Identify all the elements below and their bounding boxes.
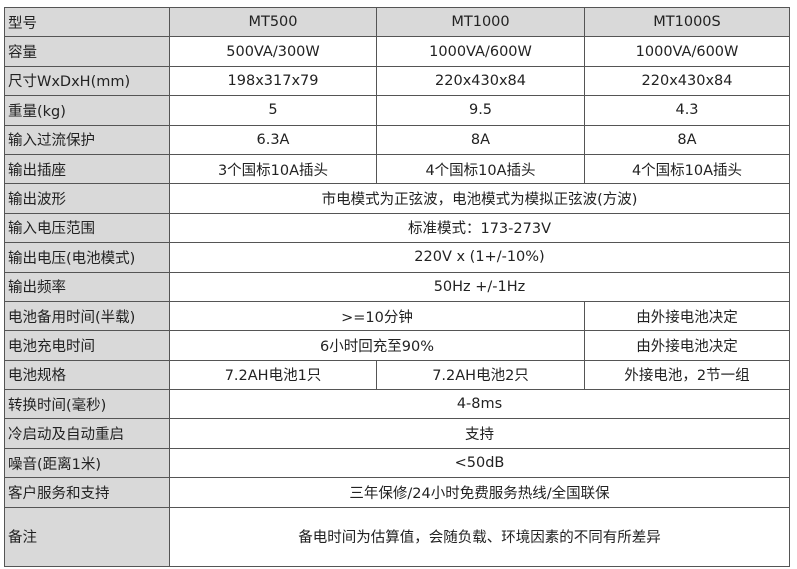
cell: >=10分钟	[169, 300, 585, 332]
row-label: 输入过流保护	[4, 124, 170, 155]
cell: 50Hz +/-1Hz	[169, 271, 790, 302]
model-mt1000: MT1000	[376, 6, 585, 38]
cell: 7.2AH电池2只	[376, 359, 585, 391]
row-label: 容量	[4, 36, 170, 67]
cell: 220V x (1+/-10%)	[169, 242, 790, 273]
cell: 4个国标10A插头	[584, 153, 790, 185]
table-row: 尺寸WxDxH(mm) 198x317x79 220x430x84 220x43…	[4, 65, 790, 97]
row-label: 输入电压范围	[4, 212, 170, 244]
row-label: 电池备用时间(半载)	[4, 300, 170, 332]
table-row: 电池规格 7.2AH电池1只 7.2AH电池2只 外接电池，2节一组	[4, 359, 790, 391]
header-row: 型号 MT500 MT1000 MT1000S	[4, 6, 790, 38]
table-row: 输入电压范围 标准模式：173-273V	[4, 212, 790, 244]
cell: 1000VA/600W	[376, 36, 585, 67]
cell: 6小时回充至90%	[169, 330, 585, 361]
cell: 8A	[376, 124, 585, 155]
row-label: 噪音(距离1米)	[4, 447, 170, 479]
row-label: 输出插座	[4, 153, 170, 185]
cell: 500VA/300W	[169, 36, 377, 67]
model-mt1000s: MT1000S	[584, 6, 790, 38]
cell: 标准模式：173-273V	[169, 212, 790, 244]
cell: 由外接电池决定	[584, 330, 790, 361]
table-row: 容量 500VA/300W 1000VA/600W 1000VA/600W	[4, 36, 790, 67]
row-label: 电池充电时间	[4, 330, 170, 361]
table-row: 客户服务和支持 三年保修/24小时免费服务热线/全国联保	[4, 477, 790, 508]
cell: 6.3A	[169, 124, 377, 155]
cell: 220x430x84	[584, 65, 790, 97]
row-label: 冷启动及自动重启	[4, 418, 170, 449]
table-row: 重量(kg) 5 9.5 4.3	[4, 95, 790, 126]
table-row: 电池充电时间 6小时回充至90% 由外接电池决定	[4, 330, 790, 361]
row-label: 备注	[4, 506, 170, 567]
table-row: 电池备用时间(半载) >=10分钟 由外接电池决定	[4, 300, 790, 332]
cell: 198x317x79	[169, 65, 377, 97]
cell: <50dB	[169, 447, 790, 479]
cell: 4个国标10A插头	[376, 153, 585, 185]
cell: 220x430x84	[376, 65, 585, 97]
cell: 4.3	[584, 95, 790, 126]
header-label: 型号	[4, 6, 170, 38]
table-row: 转换时间(毫秒) 4-8ms	[4, 389, 790, 420]
row-label: 客户服务和支持	[4, 477, 170, 508]
table-row: 输出电压(电池模式) 220V x (1+/-10%)	[4, 242, 790, 273]
row-label: 输出波形	[4, 183, 170, 214]
row-label: 输出频率	[4, 271, 170, 302]
spec-table: 型号 MT500 MT1000 MT1000S 容量 500VA/300W 10…	[4, 6, 790, 567]
table-row: 输出频率 50Hz +/-1Hz	[4, 271, 790, 302]
table-row: 输出插座 3个国标10A插头 4个国标10A插头 4个国标10A插头	[4, 153, 790, 185]
cell: 外接电池，2节一组	[584, 359, 790, 391]
table-row: 冷启动及自动重启 支持	[4, 418, 790, 449]
cell: 由外接电池决定	[584, 300, 790, 332]
row-label: 重量(kg)	[4, 95, 170, 126]
cell: 7.2AH电池1只	[169, 359, 377, 391]
cell: 1000VA/600W	[584, 36, 790, 67]
table-row: 备注 备电时间为估算值，会随负载、环境因素的不同有所差异	[4, 506, 790, 567]
cell: 三年保修/24小时免费服务热线/全国联保	[169, 477, 790, 508]
cell: 5	[169, 95, 377, 126]
cell: 市电模式为正弦波，电池模式为模拟正弦波(方波)	[169, 183, 790, 214]
row-label: 电池规格	[4, 359, 170, 391]
row-label: 转换时间(毫秒)	[4, 389, 170, 420]
cell: 8A	[584, 124, 790, 155]
row-label: 输出电压(电池模式)	[4, 242, 170, 273]
cell: 支持	[169, 418, 790, 449]
table-row: 输出波形 市电模式为正弦波，电池模式为模拟正弦波(方波)	[4, 183, 790, 214]
cell: 备电时间为估算值，会随负载、环境因素的不同有所差异	[169, 506, 790, 567]
table-row: 噪音(距离1米) <50dB	[4, 447, 790, 479]
cell: 9.5	[376, 95, 585, 126]
table-row: 输入过流保护 6.3A 8A 8A	[4, 124, 790, 155]
row-label: 尺寸WxDxH(mm)	[4, 65, 170, 97]
cell: 4-8ms	[169, 389, 790, 420]
model-mt500: MT500	[169, 6, 377, 38]
cell: 3个国标10A插头	[169, 153, 377, 185]
